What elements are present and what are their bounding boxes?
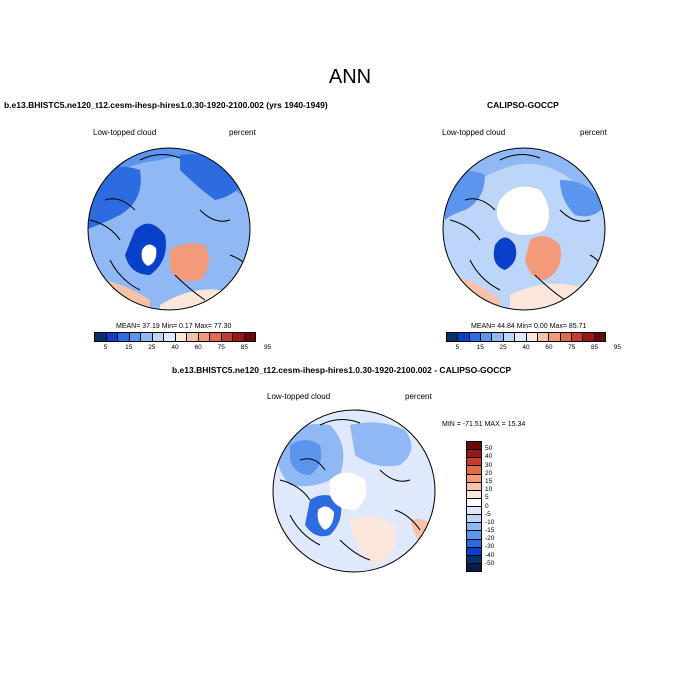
colorbar-tick-label: 5 <box>485 494 489 502</box>
colorbar-tick-label: 60 <box>545 344 553 351</box>
colorbar-tick-label: 85 <box>590 344 599 351</box>
colorbar-tick-label: 85 <box>240 344 249 351</box>
panel3-colorbar <box>466 441 482 572</box>
main-title: ANN <box>328 66 372 88</box>
panel3-variable-label: Low-topped cloud <box>267 392 331 401</box>
colorbar-swatch <box>583 333 595 341</box>
panel3-title: b.e13.BHISTC5.ne120_t12.cesm-ihesp-hires… <box>172 365 512 375</box>
colorbar-swatch <box>467 547 481 556</box>
colorbar-swatch <box>467 515 481 524</box>
colorbar-tick-label: -30 <box>485 543 495 551</box>
colorbar-swatch <box>210 333 222 341</box>
colorbar-tick-label: 15 <box>125 344 133 351</box>
colorbar-swatch <box>187 333 199 341</box>
colorbar-swatch <box>95 333 107 341</box>
colorbar-swatch <box>469 333 482 341</box>
colorbar-swatch <box>467 474 481 483</box>
colorbar-tick-label: 50 <box>485 445 493 453</box>
colorbar-tick-label: 40 <box>171 344 179 351</box>
colorbar-swatch <box>571 333 584 341</box>
colorbar-tick-label: 60 <box>194 344 202 351</box>
colorbar-tick-label: 95 <box>263 344 272 351</box>
colorbar-swatch <box>594 333 606 341</box>
colorbar-tick-label: -20 <box>485 535 495 543</box>
colorbar-swatch <box>164 333 176 341</box>
colorbar-swatch <box>467 458 481 467</box>
panel2-title: CALIPSO-GOCCP <box>487 100 559 110</box>
colorbar-swatch <box>198 333 210 341</box>
colorbar-tick-label: 5 <box>103 344 108 351</box>
colorbar-tick-label: 25 <box>148 344 156 351</box>
colorbar-swatch <box>492 333 504 341</box>
colorbar-tick-label: 25 <box>499 344 507 351</box>
colorbar-swatch <box>467 555 481 564</box>
panel3-units-label: percent <box>405 392 432 401</box>
panel2-variable-label: Low-topped cloud <box>442 128 506 137</box>
colorbar-swatch <box>537 333 550 341</box>
colorbar-swatch <box>467 531 481 540</box>
colorbar-swatch <box>467 507 481 516</box>
colorbar-swatch <box>467 490 481 499</box>
panel1-title: b.e13.BHISTC5.ne120_t12.cesm-ihesp-hires… <box>4 100 328 110</box>
colorbar-swatch <box>467 482 481 491</box>
colorbar-swatch <box>467 442 481 451</box>
colorbar-swatch <box>221 333 233 341</box>
colorbar-tick-label: 75 <box>568 344 576 351</box>
colorbar-swatch <box>233 333 245 341</box>
colorbar-swatch <box>141 333 153 341</box>
colorbar-swatch <box>503 333 516 341</box>
panel1-units-label: percent <box>229 128 256 137</box>
colorbar-swatch <box>467 466 481 475</box>
colorbar-tick-label: 40 <box>522 344 530 351</box>
colorbar-swatch <box>175 333 187 341</box>
colorbar-tick-label: -10 <box>485 518 495 526</box>
colorbar-swatch <box>467 563 481 571</box>
colorbar-tick-label: 40 <box>485 453 493 461</box>
colorbar-tick-label: 0 <box>485 502 489 510</box>
colorbar-swatch <box>467 450 481 459</box>
panel1-variable-label: Low-topped cloud <box>93 128 157 137</box>
colorbar-swatch <box>549 333 561 341</box>
colorbar-tick-label: -5 <box>485 510 491 518</box>
colorbar-swatch <box>129 333 141 341</box>
panel2-stats: MEAN= 44.84 Min= 0.00 Max= 85.71 <box>471 323 587 330</box>
colorbar-swatch <box>560 333 572 341</box>
panel1-colorbar <box>94 332 256 342</box>
colorbar-swatch <box>467 539 481 548</box>
colorbar-tick-label: -50 <box>485 559 495 567</box>
panel3-colorbar-ticks: 50 40 30 20 15 10 5 0 -5 -10 -15 -20 -30 -40 -50 <box>485 441 515 572</box>
colorbar-swatch <box>467 498 481 507</box>
panel2-colorbar <box>446 332 606 342</box>
colorbar-swatch <box>244 333 255 341</box>
colorbar-swatch <box>447 333 459 341</box>
colorbar-swatch <box>106 333 118 341</box>
colorbar-tick-label: 30 <box>485 461 493 469</box>
panel2-colorbar-ticks: 5 15 25 40 60 75 85 95 <box>446 344 621 354</box>
panel3-stats: MIN = -71.51 MAX = 15.34 <box>442 421 526 428</box>
panel1-stats: MEAN= 37.19 Min= 0.17 Max= 77.30 <box>116 323 232 330</box>
colorbar-tick-label: 75 <box>217 344 225 351</box>
colorbar-tick-label: -15 <box>485 527 495 535</box>
colorbar-swatch <box>481 333 493 341</box>
colorbar-swatch <box>515 333 527 341</box>
colorbar-swatch <box>118 333 130 341</box>
colorbar-tick-label: 15 <box>485 477 493 485</box>
panel2-units-label: percent <box>580 128 607 137</box>
panel1-colorbar-ticks: 5 15 25 40 60 75 85 95 <box>94 344 271 354</box>
colorbar-swatch <box>458 333 470 341</box>
colorbar-tick-label: -40 <box>485 551 495 559</box>
colorbar-tick-label: 15 <box>476 344 484 351</box>
colorbar-swatch <box>152 333 164 341</box>
colorbar-tick-label: 95 <box>613 344 622 351</box>
colorbar-tick-label: 20 <box>485 469 493 477</box>
colorbar-swatch <box>526 333 538 341</box>
colorbar-tick-label: 10 <box>485 486 493 494</box>
colorbar-tick-label: 5 <box>455 344 460 351</box>
colorbar-swatch <box>467 523 481 532</box>
